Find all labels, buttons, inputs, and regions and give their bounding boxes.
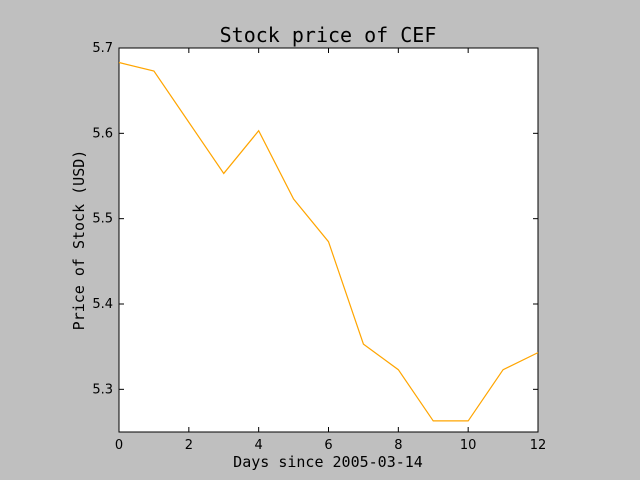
plot-area — [118, 47, 539, 433]
y-tick-label: 5.5 — [92, 212, 113, 227]
x-tick-label: 2 — [185, 438, 193, 453]
series-line — [118, 61, 539, 422]
chart-title: Stock price of CEF — [220, 23, 437, 47]
x-axis-ticks: 0 2 4 6 8 10 12 — [115, 48, 546, 453]
x-axis-label: Days since 2005-03-14 — [233, 453, 423, 471]
x-tick-label: 8 — [394, 438, 402, 453]
x-tick-label: 10 — [460, 438, 477, 453]
y-axis-ticks: 5.3 5.4 5.5 5.6 5.7 — [92, 41, 538, 397]
y-axis-label: Price of Stock (USD) — [70, 150, 88, 331]
y-tick-label: 5.7 — [92, 41, 113, 56]
x-tick-label: 0 — [115, 438, 123, 453]
y-tick-label: 5.6 — [92, 126, 113, 141]
x-tick-label: 12 — [530, 438, 547, 453]
y-tick-label: 5.3 — [92, 382, 113, 397]
x-tick-label: 4 — [255, 438, 263, 453]
y-tick-label: 5.4 — [92, 297, 113, 312]
x-tick-label: 6 — [324, 438, 332, 453]
